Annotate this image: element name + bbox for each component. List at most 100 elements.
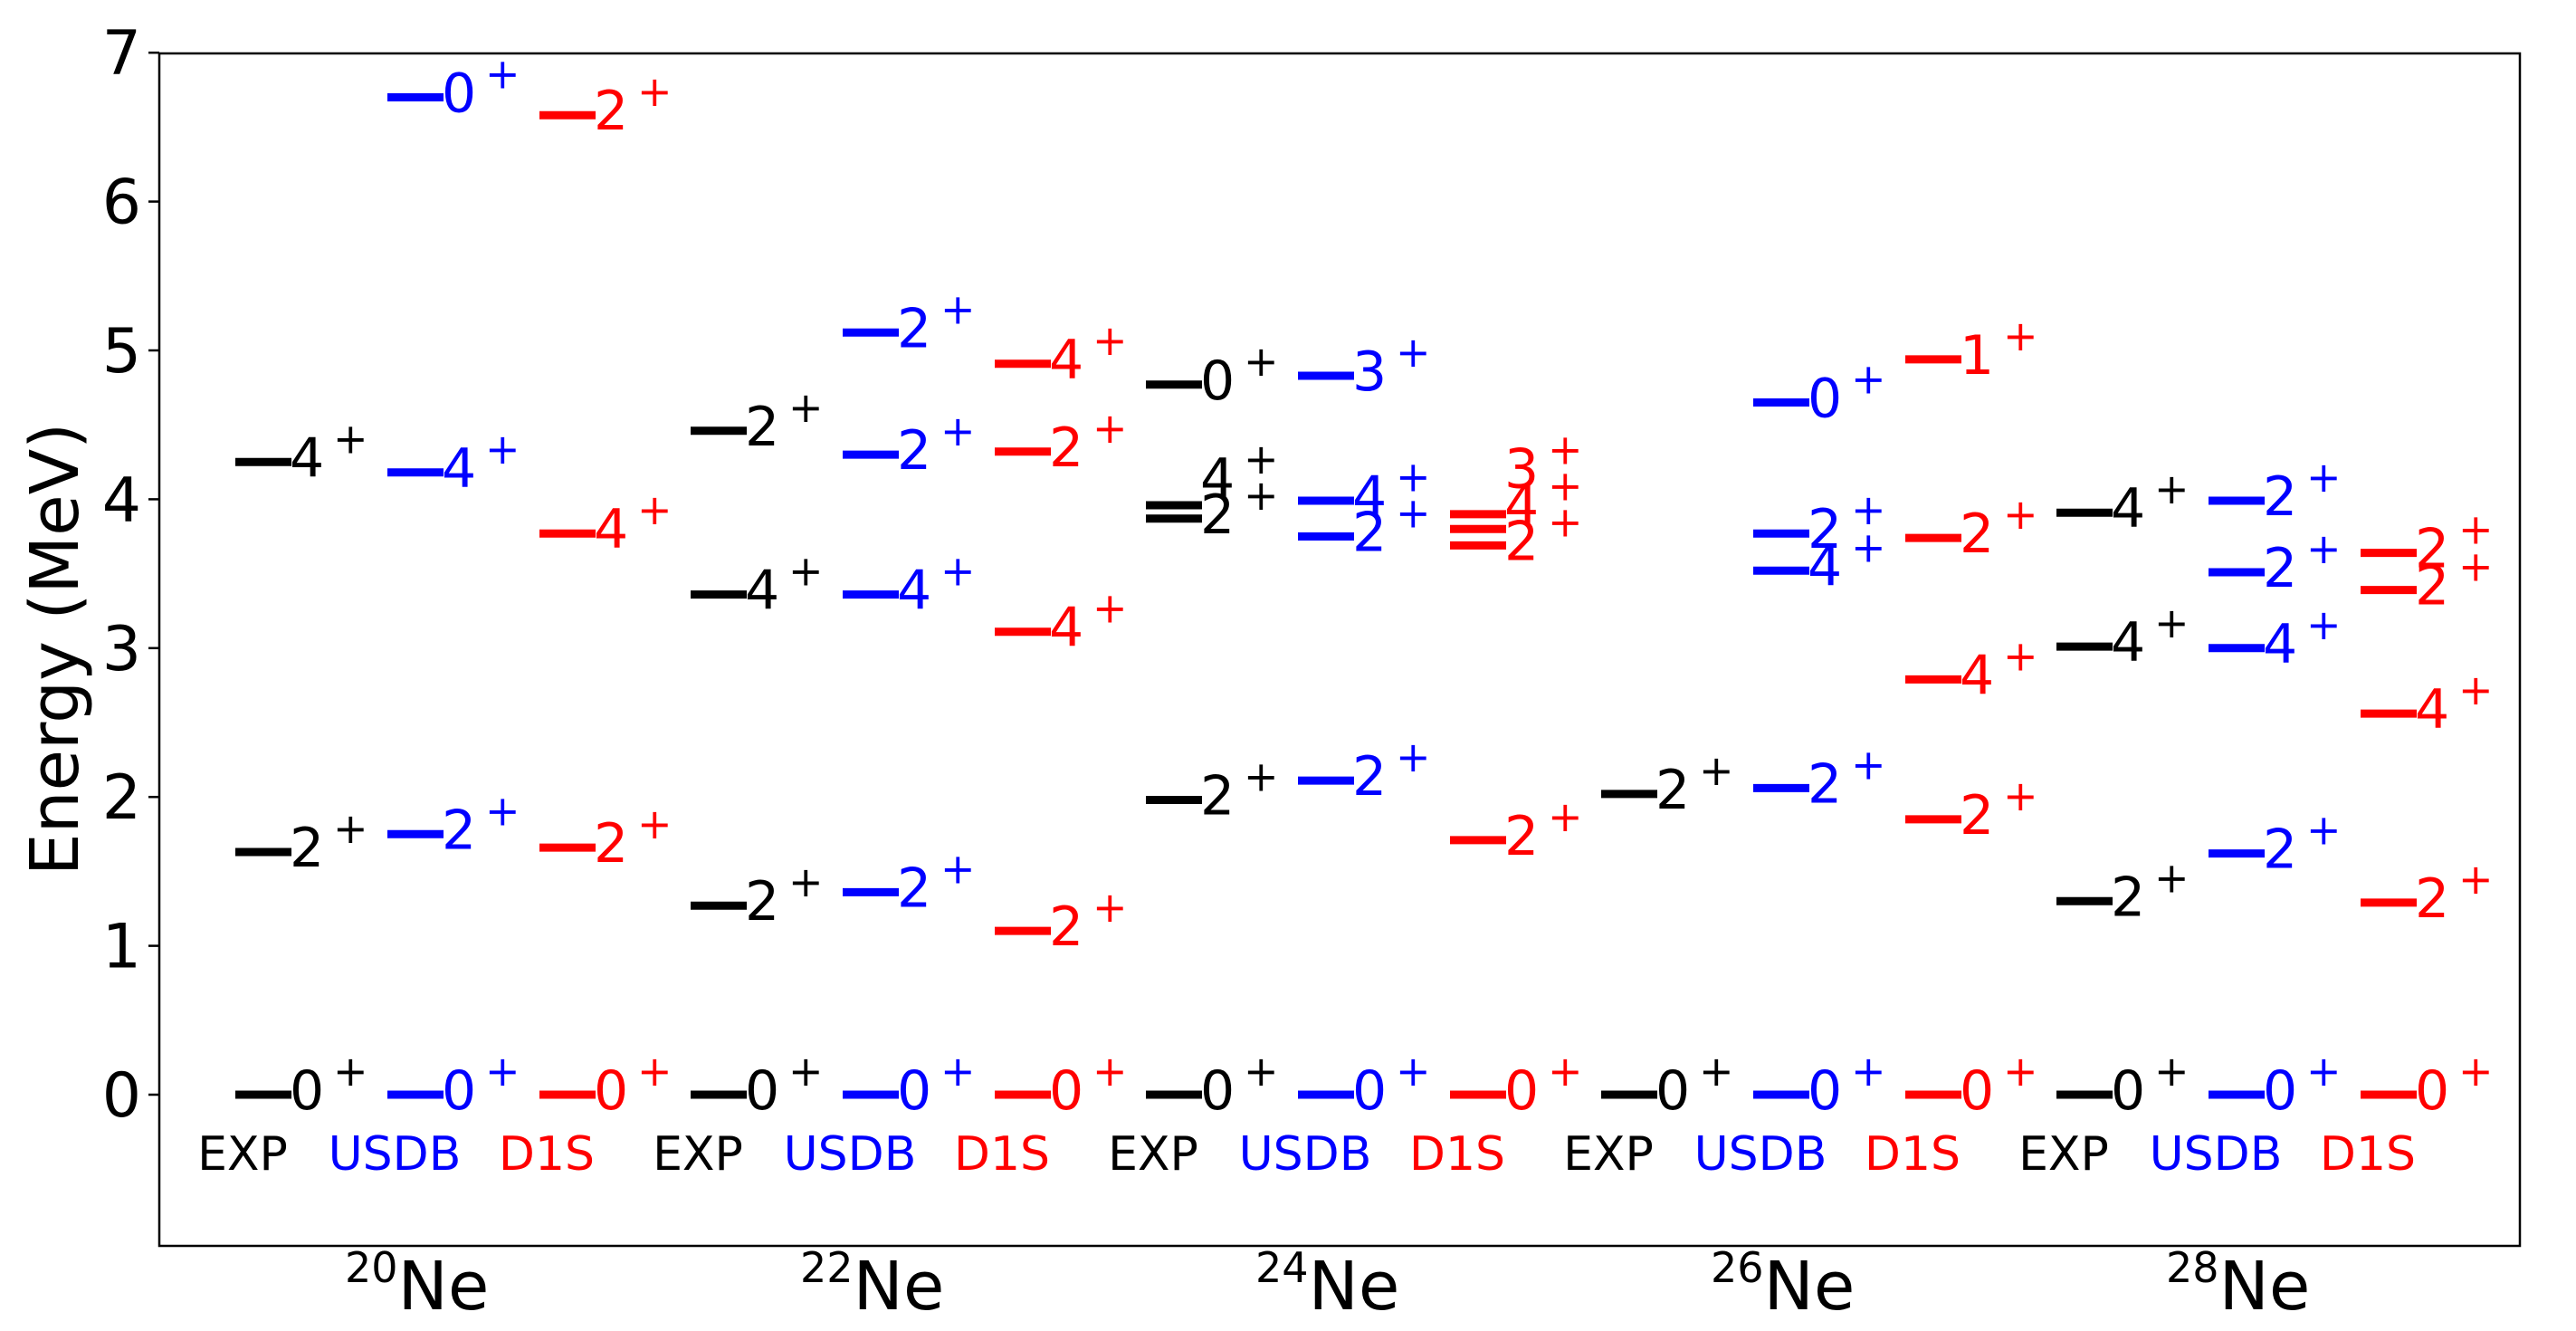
- nucleus-label: 26Ne: [1711, 1243, 1855, 1326]
- level-parity: +: [333, 414, 368, 463]
- method-label-usdb: USDB: [329, 1127, 462, 1182]
- nucleus-element: Ne: [1309, 1248, 1400, 1326]
- nucleus-mass: 28: [2166, 1243, 2219, 1292]
- level-parity: +: [1396, 489, 1431, 538]
- y-tick-label: 3: [102, 614, 141, 685]
- level-label: 0: [1049, 1059, 1083, 1123]
- level-label: 2: [745, 870, 779, 934]
- nucleus-mass: 26: [1711, 1243, 1764, 1292]
- level-label: 4: [897, 560, 931, 623]
- level-parity: +: [1092, 1047, 1128, 1096]
- level-label: 2: [1655, 759, 1690, 822]
- level-parity: +: [2154, 598, 2190, 647]
- level-label: 2: [1352, 502, 1387, 565]
- level-parity: +: [2306, 1047, 2342, 1096]
- level-parity: +: [940, 547, 976, 596]
- method-label-d1s: D1S: [954, 1127, 1050, 1182]
- level-label: 2: [1200, 764, 1235, 828]
- level-parity: +: [1548, 1047, 1583, 1096]
- level-parity: +: [637, 800, 673, 848]
- level-label: 2: [2415, 867, 2449, 931]
- level-label: 0: [1504, 1059, 1539, 1123]
- method-label-usdb: USDB: [2150, 1127, 2283, 1182]
- level-label: 4: [442, 437, 476, 501]
- level-label: 2: [1049, 895, 1083, 959]
- level-label: 2: [1049, 417, 1083, 480]
- method-label-exp: EXP: [653, 1127, 743, 1182]
- level-label: 2: [2415, 518, 2449, 581]
- nucleus-label: 22Ne: [800, 1243, 944, 1326]
- level-parity: +: [1851, 1047, 1886, 1096]
- level-parity: +: [333, 804, 368, 853]
- level-label: 0: [2415, 1059, 2449, 1123]
- level-parity: +: [333, 1047, 368, 1096]
- method-label-usdb: USDB: [1694, 1127, 1827, 1182]
- level-label: 4: [2111, 611, 2145, 675]
- level-parity: +: [1092, 883, 1128, 932]
- level-parity: +: [2306, 806, 2342, 855]
- level-parity: +: [1092, 316, 1128, 365]
- nucleus-element: Ne: [398, 1248, 490, 1326]
- level-label: 2: [897, 857, 931, 920]
- level-parity: +: [940, 407, 976, 455]
- level-label: 0: [442, 62, 476, 126]
- level-parity: +: [2154, 853, 2190, 902]
- level-parity: +: [2458, 855, 2494, 904]
- level-parity: +: [1548, 461, 1583, 510]
- level-parity: +: [2458, 542, 2494, 591]
- level-parity: +: [637, 485, 673, 534]
- level-label: 2: [2415, 555, 2449, 618]
- level-parity: +: [2003, 490, 2038, 539]
- y-axis: 0 1 2 3 4 5 6 7: [102, 18, 159, 1132]
- level-parity: +: [637, 67, 673, 116]
- nucleus-element: Ne: [1764, 1248, 1856, 1326]
- method-label-exp: EXP: [1563, 1127, 1654, 1182]
- level-label: 1: [1960, 324, 1994, 388]
- level-parity: +: [485, 425, 520, 474]
- level-label: 2: [594, 80, 628, 143]
- y-tick-label: 2: [102, 762, 141, 834]
- level-parity: +: [2306, 453, 2342, 502]
- level-label: 0: [442, 1059, 476, 1123]
- nucleus-label: 20Ne: [345, 1243, 489, 1326]
- plot-frame: [157, 52, 2522, 1248]
- level-label: 2: [2263, 537, 2297, 600]
- nucleus-mass: 24: [1255, 1243, 1309, 1292]
- level-label: 0: [2111, 1059, 2145, 1123]
- level-parity: +: [1396, 733, 1431, 781]
- level-parity: +: [2306, 600, 2342, 649]
- level-parity: +: [1699, 746, 1734, 795]
- level-label: 0: [1655, 1059, 1690, 1123]
- level-label: 4: [290, 426, 324, 490]
- level-label: 4: [1049, 329, 1083, 392]
- method-label-d1s: D1S: [1409, 1127, 1505, 1182]
- y-tick-label: 6: [102, 168, 141, 239]
- level-parity: +: [1092, 584, 1128, 633]
- level-parity: +: [1851, 485, 1886, 534]
- level-label: 0: [1808, 368, 1842, 431]
- level-label: 2: [442, 799, 476, 862]
- level-label: 4: [2111, 477, 2145, 541]
- method-label-usdb: USDB: [1239, 1127, 1372, 1182]
- level-parity: +: [1851, 522, 1886, 571]
- nucleus-mass: 20: [345, 1243, 398, 1292]
- level-parity: +: [1548, 497, 1583, 546]
- level-parity: +: [2154, 1047, 2190, 1096]
- method-label-exp: EXP: [1108, 1127, 1198, 1182]
- level-label: 4: [745, 560, 779, 623]
- nucleus-element: Ne: [854, 1248, 945, 1326]
- level-parity: +: [1244, 752, 1279, 800]
- level-parity: +: [1244, 471, 1279, 520]
- level-parity: +: [637, 1047, 673, 1096]
- level-label: 0: [594, 1059, 628, 1123]
- level-parity: +: [485, 50, 520, 99]
- level-label: 4: [594, 498, 628, 561]
- level-parity: +: [940, 284, 976, 333]
- level-parity: +: [2306, 524, 2342, 573]
- level-label: 0: [290, 1059, 324, 1123]
- level-label: 2: [2263, 819, 2297, 882]
- y-tick-label: 0: [102, 1060, 141, 1132]
- level-label: 2: [2111, 866, 2145, 929]
- nucleus-label: 28Ne: [2166, 1243, 2310, 1326]
